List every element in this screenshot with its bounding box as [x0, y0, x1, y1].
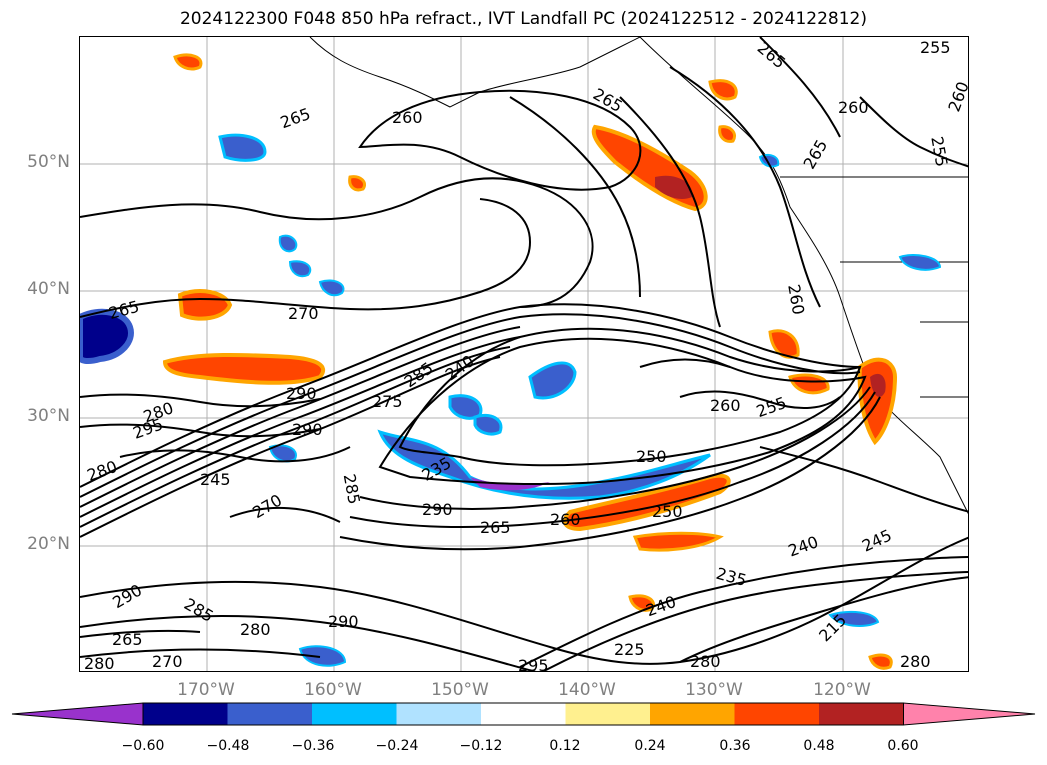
colorbar-segment	[143, 703, 228, 725]
colorbar	[11, 702, 1036, 726]
contour-label: 295	[518, 656, 549, 672]
contour-label: 280	[900, 652, 931, 671]
contour-label: 250	[652, 502, 683, 521]
ivt-contours	[80, 37, 968, 671]
colorbar-segment	[312, 703, 397, 725]
lon-label: 130°W	[685, 680, 743, 700]
colorbar-extend-high	[903, 702, 1036, 726]
contour-label: 250	[636, 447, 667, 466]
contour-label: 260	[944, 79, 969, 114]
contour-label: 265	[112, 630, 143, 649]
lon-label: 170°W	[177, 680, 235, 700]
contour-label: 290	[292, 420, 323, 439]
contour-label: 290	[422, 500, 453, 519]
contour-label: 265	[480, 518, 511, 537]
lat-label: 40°N	[27, 279, 70, 299]
contour-label: 290	[109, 580, 145, 612]
colorbar-tick: −0.24	[375, 738, 419, 754]
map-title: 2024122300 F048 850 hPa refract., IVT La…	[179, 9, 867, 29]
colorbar-tick: −0.60	[121, 738, 165, 754]
contour-label: 255	[754, 393, 789, 421]
contour-label: 265	[107, 297, 141, 323]
colorbar-tick: 0.12	[549, 738, 581, 754]
contour-label: 260	[710, 396, 741, 415]
lat-label: 20°N	[27, 534, 70, 554]
positive-refractivity-patches	[162, 53, 898, 670]
lon-label: 160°W	[304, 680, 362, 700]
contour-label: 245	[859, 526, 895, 556]
contour-label: 280	[690, 652, 721, 671]
colorbar-extend-low	[11, 702, 144, 726]
contour-label: 245	[200, 470, 231, 489]
contour-label: 295	[130, 414, 165, 442]
contour-label: 290	[286, 384, 317, 403]
lat-label: 30°N	[27, 406, 70, 426]
lat-label: 50°N	[27, 152, 70, 172]
negative-refractivity-patches	[80, 133, 942, 667]
contour-label: 255	[920, 38, 951, 57]
map-panel: 265 260 265 265 260 265 255 260 255 265 …	[79, 36, 969, 672]
contour-label: 260	[784, 283, 808, 316]
contour-label: 240	[786, 532, 821, 560]
colorbar-tick: −0.12	[459, 738, 503, 754]
lon-label: 120°W	[813, 680, 871, 700]
colorbar-tick: 0.60	[887, 738, 919, 754]
colorbar-tick: −0.36	[291, 738, 335, 754]
colorbar-segment	[481, 703, 566, 725]
contour-label: 280	[84, 654, 115, 672]
colorbar-segment	[734, 703, 819, 725]
colorbar-segments	[11, 702, 1036, 726]
colorbar-segment	[650, 703, 735, 725]
colorbar-segment	[396, 703, 481, 725]
contour-label: 270	[152, 652, 183, 671]
colorbar-segment	[819, 703, 904, 725]
contour-label: 260	[392, 108, 423, 127]
contour-label: 265	[800, 136, 832, 172]
colorbar-tick: −0.48	[206, 738, 250, 754]
colorbar-segment	[565, 703, 650, 725]
contour-label: 265	[278, 104, 313, 132]
contour-label: 225	[614, 640, 645, 659]
colorbar-segment	[227, 703, 312, 725]
contour-label: 270	[249, 490, 285, 522]
colorbar-tick: 0.36	[719, 738, 751, 754]
contour-label: 265	[754, 38, 790, 72]
lon-label: 140°W	[558, 680, 616, 700]
contour-label: 260	[838, 98, 869, 117]
contour-label: 290	[328, 612, 359, 631]
colorbar-tick: 0.48	[803, 738, 835, 754]
contour-label: 260	[550, 510, 581, 529]
contour-label: 235	[714, 564, 748, 590]
colorbar-outline	[142, 702, 904, 726]
lon-label: 150°W	[431, 680, 489, 700]
colorbar-tick: 0.24	[634, 738, 666, 754]
map-canvas: 265 260 265 265 260 265 255 260 255 265 …	[80, 37, 969, 672]
contour-label: 255	[927, 135, 951, 168]
contour-label: 280	[240, 620, 271, 639]
contour-label: 270	[288, 304, 319, 323]
contour-label: 275	[372, 392, 403, 411]
contour-label: 285	[340, 472, 364, 505]
contour-label: 285	[181, 594, 217, 626]
